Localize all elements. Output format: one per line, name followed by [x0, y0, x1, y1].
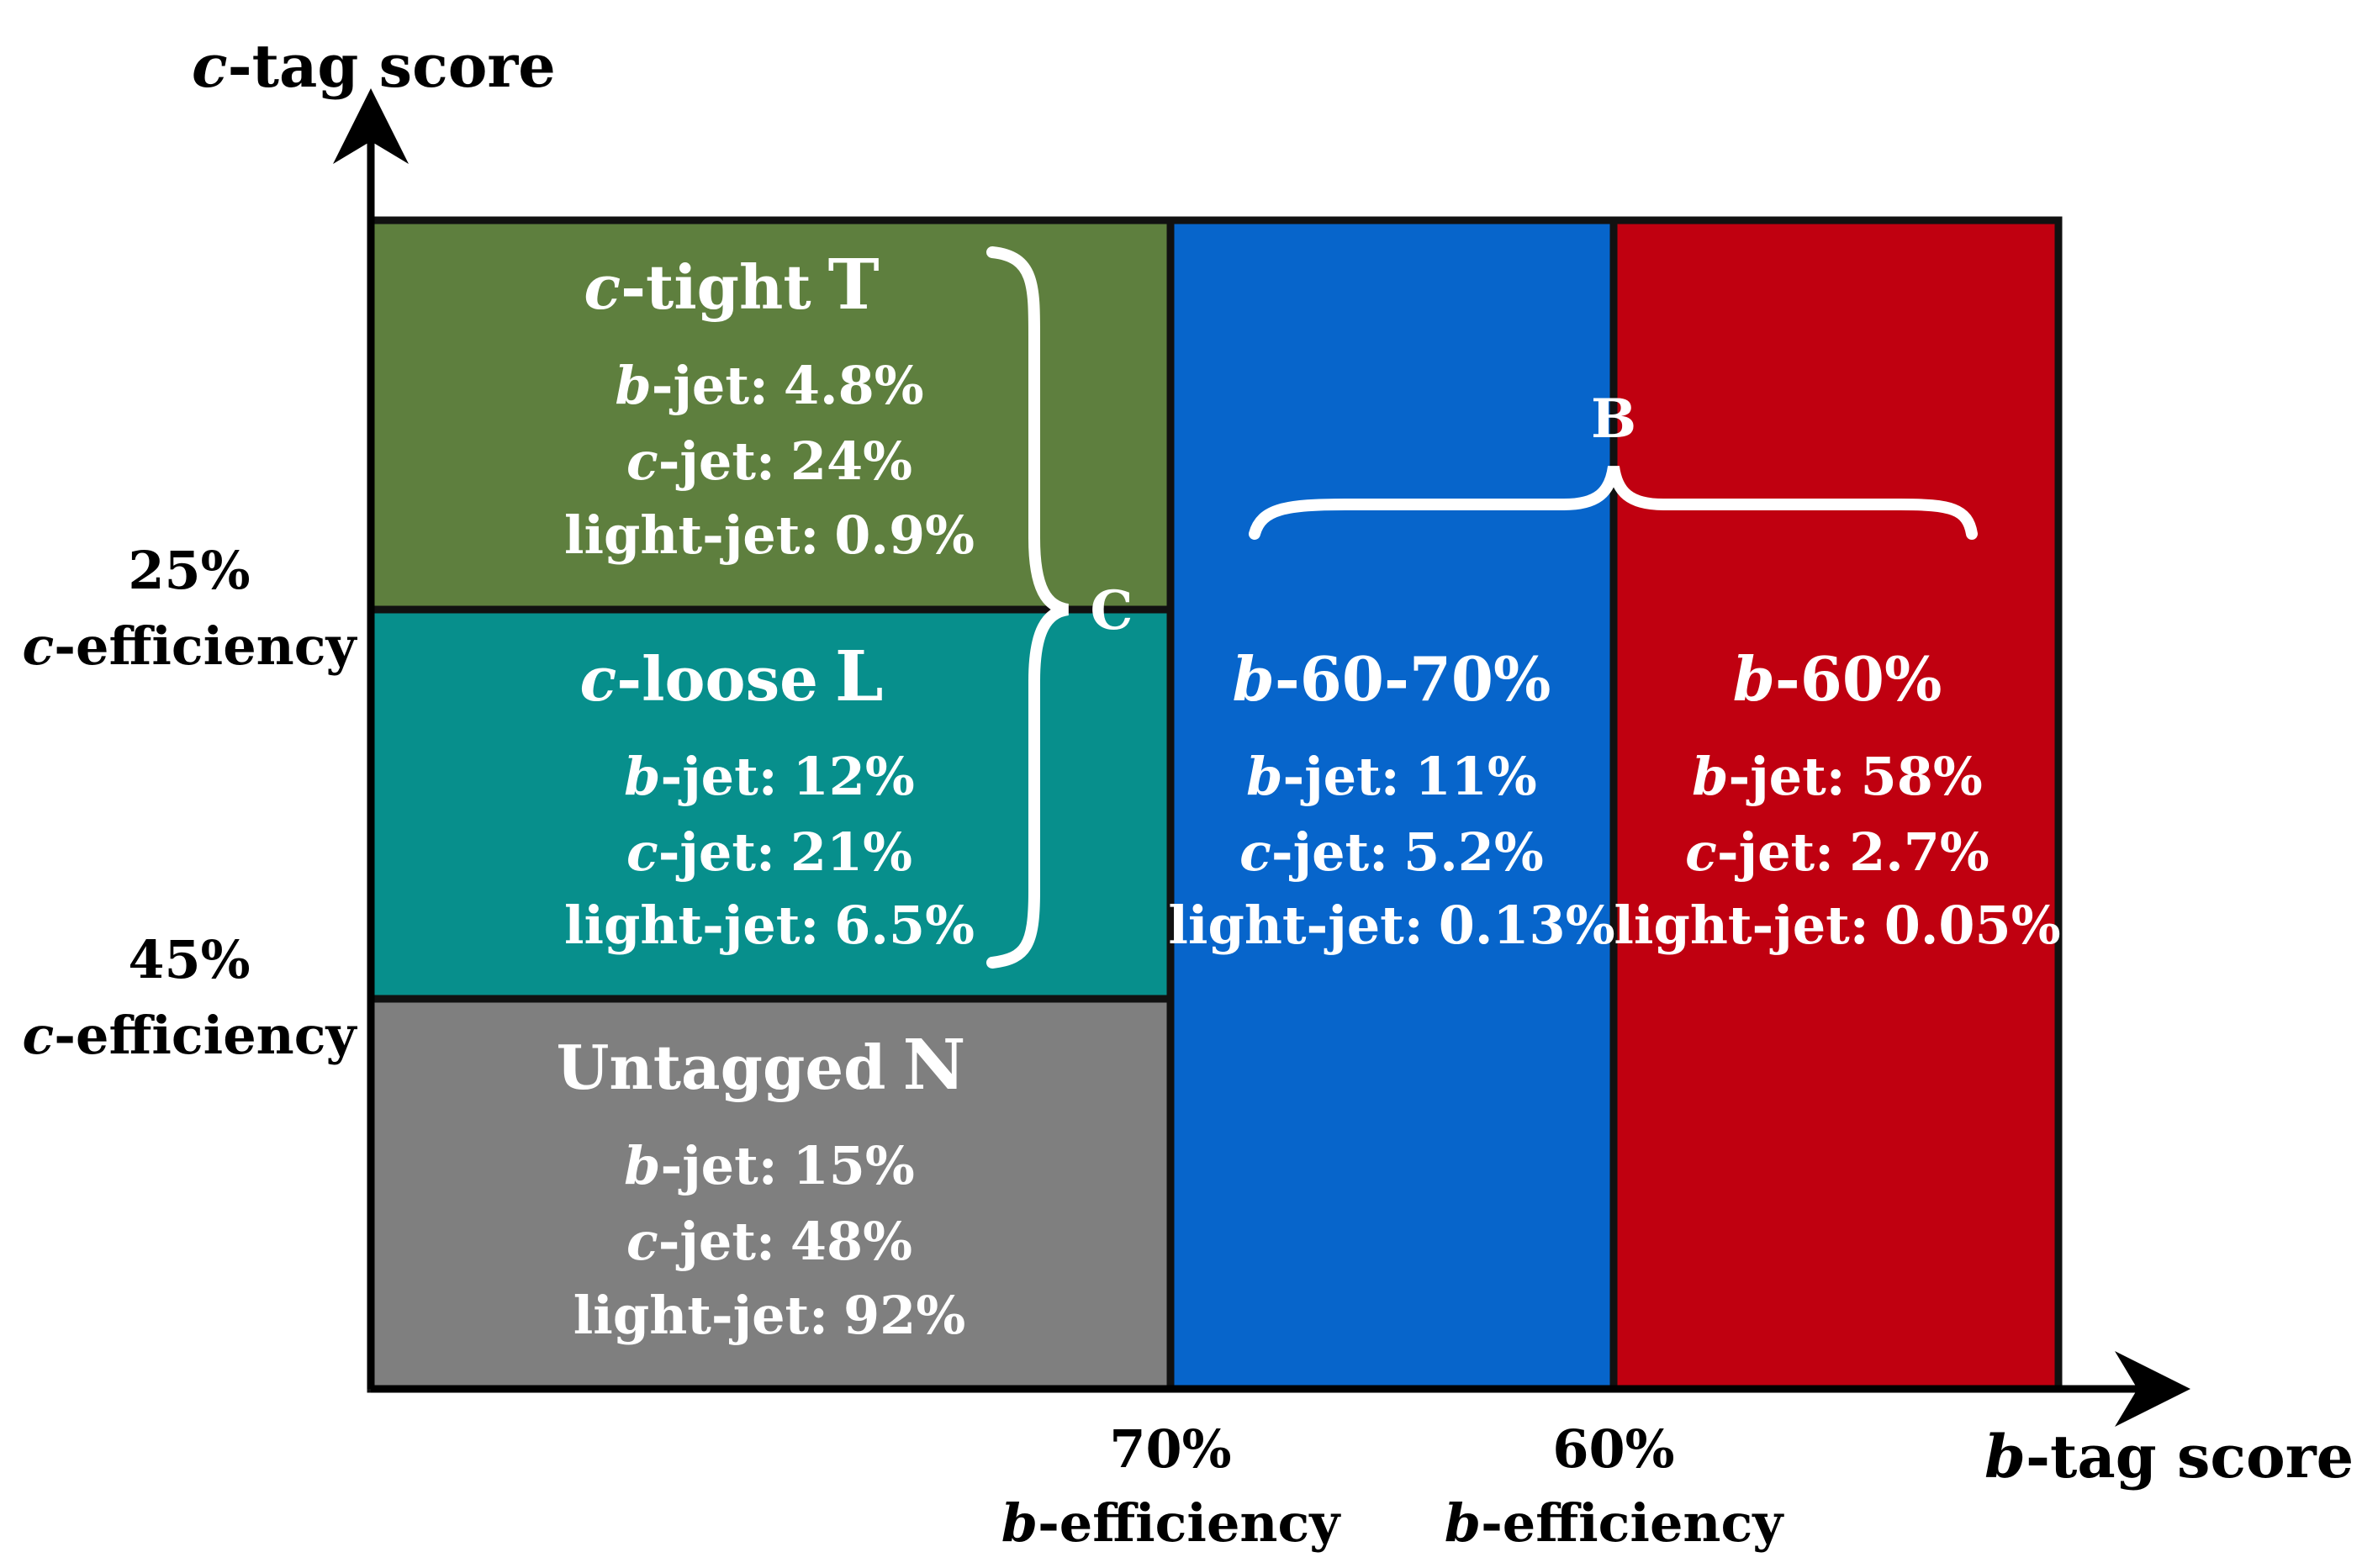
- svg-text:c-jet:24%: c-jet: 24%: [626, 430, 912, 492]
- x-threshold-60: 60% b-efficiency: [1445, 1418, 1785, 1554]
- svg-text:c-efficiency: c-efficiency: [23, 615, 358, 677]
- svg-text:b-60%: b-60%: [1733, 643, 1942, 715]
- svg-text:c-jet:21%: c-jet: 21%: [626, 821, 912, 883]
- svg-text:b-jet:58%: b-jet: 58%: [1692, 746, 1983, 807]
- svg-text:light-jet:0.05%: light-jet: 0.05%: [1614, 895, 2060, 956]
- svg-text:light-jet:0.9%: light-jet: 0.9%: [564, 504, 975, 566]
- b-60-labels: b-60% b-jet: 58% c-jet: 2.7% light-jet: 0.0…: [1614, 643, 2060, 956]
- svg-text:c-efficiency: c-efficiency: [23, 1005, 358, 1066]
- svg-text:c-jet:48%: c-jet: 48%: [626, 1211, 912, 1272]
- svg-text:b-jet:15%: b-jet: 15%: [624, 1135, 915, 1196]
- untagged-labels: Untagged N b-jet: 15% c-jet: 48% light-jet:…: [557, 1025, 966, 1346]
- svg-text:light-jet:0.13%: light-jet: 0.13%: [1168, 895, 1614, 956]
- b-60-70-labels: b-60-70% b-jet: 11% c-jet: 5.2% light-jet:…: [1168, 643, 1614, 956]
- y-threshold-45: 45% c-efficiency: [23, 929, 358, 1066]
- y-threshold-25: 25% c-efficiency: [23, 540, 358, 677]
- svg-text:c-jet:2.7%: c-jet: 2.7%: [1685, 821, 1989, 883]
- svg-text:45%: 45%: [128, 929, 250, 990]
- svg-text:70%: 70%: [1109, 1418, 1231, 1480]
- svg-text:c-jet:5.2%: c-jet: 5.2%: [1239, 821, 1544, 883]
- b-brace: [1249, 465, 1978, 540]
- svg-text:25%: 25%: [128, 540, 250, 601]
- x-threshold-70: 70% b-efficiency: [1001, 1418, 1342, 1554]
- svg-text:b-jet:11%: b-jet: 11%: [1246, 746, 1537, 807]
- svg-text:b-60-70%: b-60-70%: [1233, 643, 1551, 715]
- svg-text:b-efficiency: b-efficiency: [1001, 1492, 1342, 1554]
- c-loose-labels: c-loose L b-jet: 12% c-jet: 21% light-jet: 6…: [564, 636, 975, 956]
- svg-text:b-jet:4.8%: b-jet: 4.8%: [615, 355, 923, 416]
- region-b-60-70: [1170, 220, 1614, 1389]
- svg-text:b-jet:12%: b-jet: 12%: [624, 746, 915, 807]
- svg-text:b-efficiency: b-efficiency: [1445, 1492, 1785, 1554]
- c-tight-labels: c-tight T b-jet: 4.8% c-jet: 24% light-jet:…: [564, 245, 975, 566]
- region-untagged: [371, 999, 1170, 1389]
- x-axis-label: b-tag score: [1984, 1422, 2354, 1491]
- c-brace: [986, 246, 1070, 969]
- svg-text:light-jet:92%: light-jet: 92%: [573, 1285, 966, 1346]
- b-brace-letter: B: [1591, 388, 1636, 451]
- region-b-60: [1614, 220, 2058, 1389]
- svg-text:60%: 60%: [1552, 1418, 1674, 1480]
- svg-text:light-jet:6.5%: light-jet: 6.5%: [564, 895, 975, 956]
- y-axis-label: c-tag score: [192, 31, 556, 101]
- c-brace-letter: C: [1091, 579, 1133, 642]
